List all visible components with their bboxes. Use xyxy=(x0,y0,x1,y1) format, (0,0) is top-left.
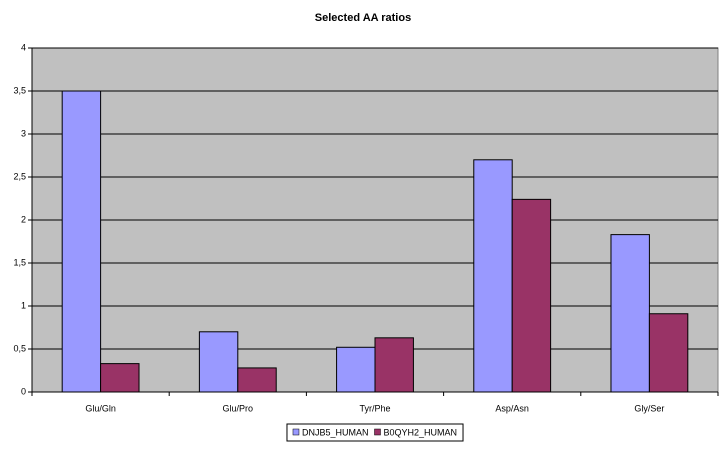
y-tick-label: 0,5 xyxy=(13,343,26,353)
bar xyxy=(61,90,102,393)
x-tick-label: Glu/Gln xyxy=(85,403,116,413)
bar xyxy=(511,198,552,393)
y-tick-label: 0 xyxy=(21,386,26,396)
x-tick-label: Tyr/Phe xyxy=(359,403,390,413)
legend-label: B0QYH2_HUMAN xyxy=(383,427,457,437)
chart-title: Selected AA ratios xyxy=(315,12,411,24)
y-tick-label: 1,5 xyxy=(13,257,26,267)
bar xyxy=(610,234,650,393)
bar xyxy=(100,363,140,393)
legend-label: DNJB5_HUMAN xyxy=(302,427,369,437)
y-tick-label: 4 xyxy=(21,42,26,52)
y-tick-label: 1 xyxy=(21,300,26,310)
legend-swatch xyxy=(374,428,381,436)
y-tick-label: 2 xyxy=(21,214,26,224)
bar xyxy=(336,346,376,393)
bar xyxy=(473,159,513,393)
legend: DNJB5_HUMAN B0QYH2_HUMAN xyxy=(286,423,464,442)
x-tick-label: Glu/Pro xyxy=(223,403,254,413)
y-tick-label: 3,5 xyxy=(13,85,26,95)
bar xyxy=(648,313,689,393)
bar xyxy=(237,367,277,393)
legend-swatch xyxy=(292,428,300,436)
x-tick-label: Gly/Ser xyxy=(634,403,664,413)
y-tick-label: 2,5 xyxy=(13,171,26,181)
y-tick-label: 3 xyxy=(21,128,26,138)
bar xyxy=(374,337,414,393)
x-tick-label: Asp/Asn xyxy=(495,403,529,413)
bar xyxy=(198,331,239,393)
